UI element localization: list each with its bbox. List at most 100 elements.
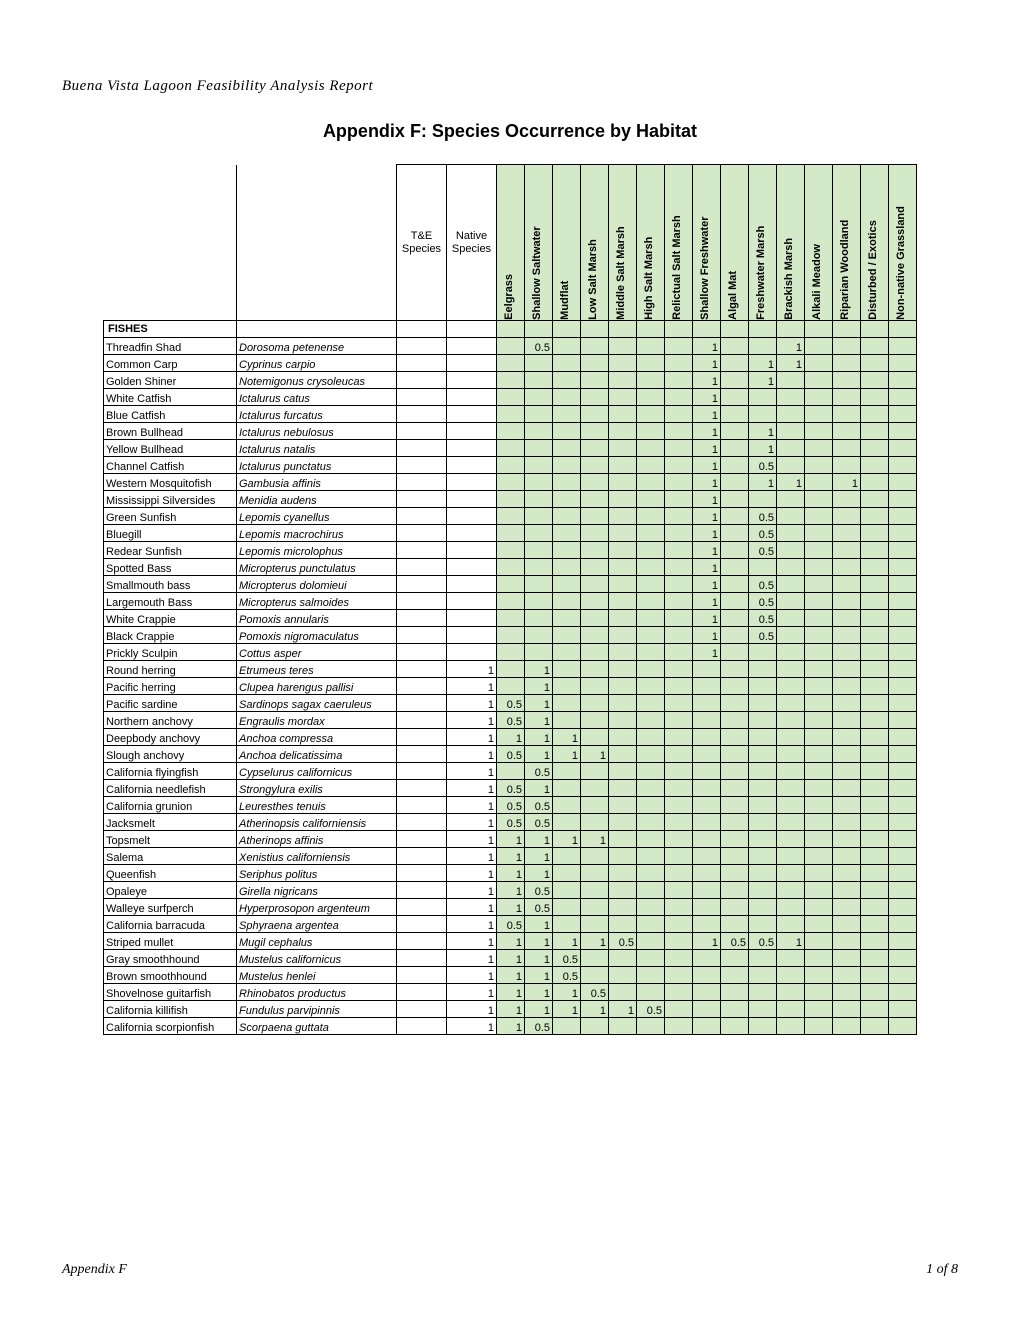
table-row: Threadfin ShadDorosoma petenense0.511 — [104, 338, 917, 355]
cell-habitat — [721, 814, 749, 831]
cell-habitat: 1 — [525, 746, 553, 763]
cell-common-name: Salema — [104, 848, 237, 865]
cell-habitat — [609, 814, 637, 831]
table-row: California barracudaSphyraena argentea10… — [104, 916, 917, 933]
cell-habitat: 1 — [693, 933, 721, 950]
cell-habitat — [861, 831, 889, 848]
cell-habitat — [777, 695, 805, 712]
cell-habitat: 1 — [497, 729, 525, 746]
cell-habitat — [497, 457, 525, 474]
cell-te — [397, 338, 447, 355]
cell-habitat — [609, 984, 637, 1001]
cell-habitat — [581, 899, 609, 916]
cell-habitat — [889, 695, 917, 712]
cell-common-name: California barracuda — [104, 916, 237, 933]
col-native-species: NativeSpecies — [447, 165, 497, 321]
cell-habitat — [889, 457, 917, 474]
cell-habitat — [553, 593, 581, 610]
cell-habitat — [497, 491, 525, 508]
cell-native — [447, 593, 497, 610]
cell-habitat — [861, 916, 889, 933]
cell-habitat — [665, 712, 693, 729]
cell-habitat — [777, 780, 805, 797]
cell-habitat — [497, 644, 525, 661]
cell-habitat: 1 — [497, 950, 525, 967]
table-row: California needlefishStrongylura exilis1… — [104, 780, 917, 797]
cell-habitat — [833, 661, 861, 678]
cell-habitat — [497, 372, 525, 389]
cell-habitat — [637, 644, 665, 661]
table-row: White CrappiePomoxis annularis10.5 — [104, 610, 917, 627]
cell-habitat — [525, 423, 553, 440]
cell-habitat — [833, 542, 861, 559]
cell-habitat — [833, 763, 861, 780]
cell-habitat — [889, 440, 917, 457]
cell-habitat — [721, 423, 749, 440]
cell-habitat — [497, 576, 525, 593]
cell-habitat — [609, 678, 637, 695]
cell-habitat — [833, 593, 861, 610]
cell-habitat — [861, 695, 889, 712]
cell-habitat: 1 — [553, 933, 581, 950]
cell-habitat — [637, 678, 665, 695]
cell-common-name: California scorpionfish — [104, 1018, 237, 1035]
cell-common-name: Redear Sunfish — [104, 542, 237, 559]
cell-habitat — [805, 525, 833, 542]
cell-habitat — [693, 746, 721, 763]
col-te-species: T&ESpecies — [397, 165, 447, 321]
cell-habitat — [889, 627, 917, 644]
table-row: BluegillLepomis macrochirus10.5 — [104, 525, 917, 542]
cell-habitat — [637, 865, 665, 882]
cell-habitat — [861, 576, 889, 593]
cell-habitat — [721, 712, 749, 729]
cell-habitat — [721, 610, 749, 627]
cell-habitat: 0.5 — [525, 899, 553, 916]
cell-habitat — [805, 712, 833, 729]
cell-common-name: Round herring — [104, 661, 237, 678]
cell-native: 1 — [447, 780, 497, 797]
cell-habitat — [525, 389, 553, 406]
table-row: Yellow BullheadIctalurus natalis11 — [104, 440, 917, 457]
cell-habitat — [749, 1001, 777, 1018]
cell-habitat — [581, 559, 609, 576]
cell-habitat — [889, 967, 917, 984]
cell-habitat — [749, 491, 777, 508]
cell-habitat — [749, 882, 777, 899]
cell-habitat — [889, 474, 917, 491]
cell-habitat — [805, 916, 833, 933]
cell-scientific-name: Pomoxis annularis — [237, 610, 397, 627]
cell-habitat — [833, 797, 861, 814]
cell-habitat — [721, 542, 749, 559]
cell-habitat — [721, 355, 749, 372]
cell-habitat — [665, 967, 693, 984]
cell-habitat — [665, 542, 693, 559]
cell-habitat — [749, 661, 777, 678]
cell-habitat — [749, 746, 777, 763]
cell-habitat — [861, 593, 889, 610]
cell-native: 1 — [447, 899, 497, 916]
table-row: Golden ShinerNotemigonus crysoleucas11 — [104, 372, 917, 389]
cell-habitat — [889, 780, 917, 797]
cell-habitat — [833, 644, 861, 661]
table-row: Black CrappiePomoxis nigromaculatus10.5 — [104, 627, 917, 644]
cell-habitat — [581, 338, 609, 355]
cell-scientific-name: Leuresthes tenuis — [237, 797, 397, 814]
cell-habitat: 1 — [693, 576, 721, 593]
cell-habitat — [609, 474, 637, 491]
cell-habitat — [693, 678, 721, 695]
cell-native — [447, 372, 497, 389]
cell-common-name: Prickly Sculpin — [104, 644, 237, 661]
cell-te — [397, 678, 447, 695]
cell-habitat — [833, 712, 861, 729]
cell-scientific-name: Ictalurus catus — [237, 389, 397, 406]
table-row: TopsmeltAtherinops affinis11111 — [104, 831, 917, 848]
cell-habitat — [609, 865, 637, 882]
cell-habitat — [553, 389, 581, 406]
cell-habitat — [553, 695, 581, 712]
cell-habitat — [721, 457, 749, 474]
cell-habitat — [777, 865, 805, 882]
cell-habitat — [805, 780, 833, 797]
cell-native: 1 — [447, 814, 497, 831]
cell-habitat: 1 — [693, 338, 721, 355]
cell-habitat — [553, 355, 581, 372]
